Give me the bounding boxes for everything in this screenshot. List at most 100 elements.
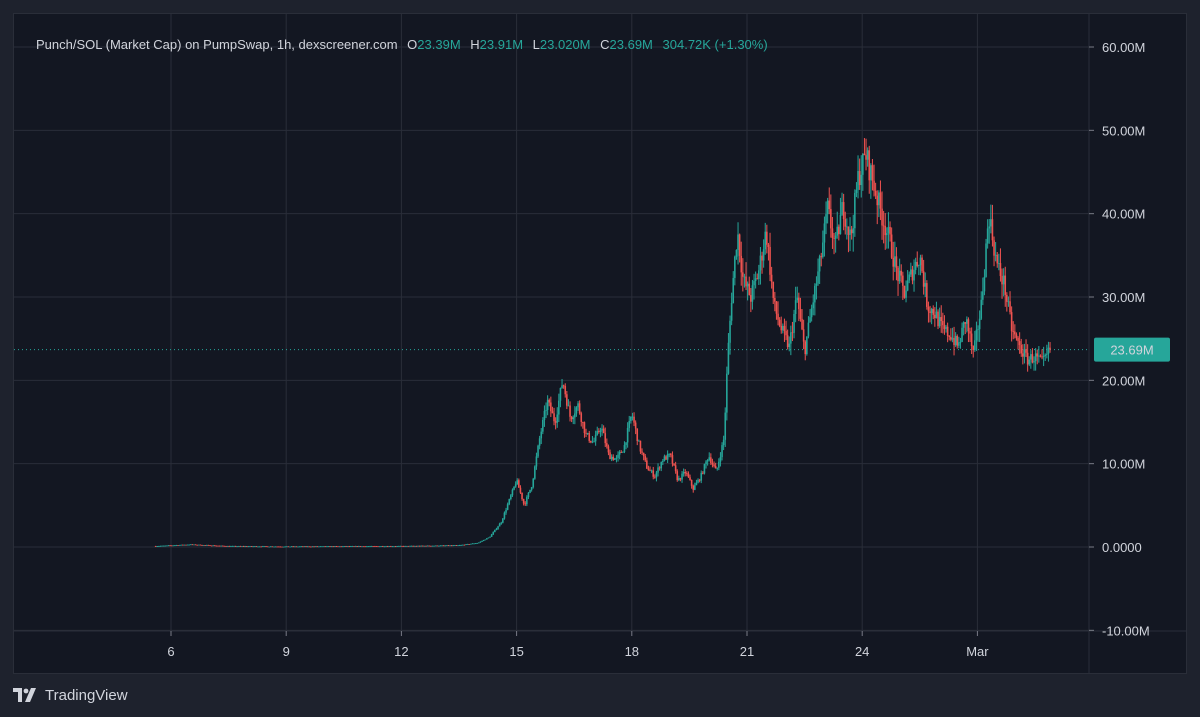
candle	[690, 479, 693, 489]
candle	[418, 545, 421, 547]
candle	[855, 182, 858, 198]
candle	[415, 545, 418, 547]
candle	[199, 544, 202, 546]
candle	[676, 469, 679, 482]
candle	[239, 545, 242, 547]
candle	[740, 241, 743, 286]
chart-frame[interactable]: 60.00M 50.00M 40.00M 30.00M 20.00M 10.00M 0.00…	[13, 13, 1187, 674]
candle	[188, 544, 191, 546]
candle	[190, 544, 192, 546]
candle	[930, 307, 933, 325]
candle	[194, 544, 197, 546]
candle	[250, 546, 253, 547]
candle	[340, 546, 343, 548]
candle	[500, 521, 503, 525]
candle	[847, 226, 850, 253]
candle	[465, 544, 467, 546]
tradingview-brand[interactable]: TradingView	[13, 683, 128, 707]
time-tick-label: 15	[509, 644, 523, 659]
candle	[705, 460, 707, 469]
candle	[668, 453, 671, 458]
candle	[1038, 346, 1040, 363]
candle	[468, 543, 471, 545]
price-chart[interactable]: 60.00M 50.00M 40.00M 30.00M 20.00M 10.00M 0.00…	[14, 14, 1186, 673]
candle	[839, 197, 842, 235]
candle	[455, 545, 458, 547]
candle	[609, 449, 611, 460]
candle	[889, 221, 891, 242]
price-tick-label: 10.00M	[1102, 457, 1145, 472]
time-tick-label: Mar	[966, 644, 989, 659]
candle	[474, 543, 477, 545]
candle	[316, 546, 319, 548]
price-axis[interactable]: 60.00M 50.00M 40.00M 30.00M 20.00M 10.00M 0.00…	[1089, 40, 1150, 638]
candle	[828, 187, 831, 215]
candle	[351, 545, 354, 547]
candle	[457, 545, 459, 547]
candle	[1022, 344, 1024, 365]
candle	[614, 457, 616, 461]
time-axis[interactable]: 6 9 12 15 18 21 24 Mar	[167, 631, 989, 659]
candle	[489, 536, 491, 538]
candle	[444, 545, 447, 547]
candle	[916, 251, 919, 268]
close-label: C	[600, 37, 610, 52]
candle	[273, 546, 275, 548]
candle	[954, 332, 957, 347]
candle	[295, 546, 298, 548]
candle	[618, 450, 621, 460]
candle	[822, 230, 824, 259]
candle	[522, 498, 525, 506]
candle	[441, 545, 443, 547]
candle	[887, 212, 890, 249]
candle	[458, 544, 461, 546]
candle	[959, 337, 962, 349]
candle	[551, 406, 554, 414]
candle	[1007, 296, 1010, 307]
candle	[905, 280, 907, 303]
candle	[857, 155, 859, 199]
candle	[532, 477, 535, 489]
candle	[790, 325, 792, 356]
candle	[439, 545, 442, 547]
candle	[521, 492, 523, 501]
candle	[1014, 324, 1016, 339]
candle	[177, 545, 179, 546]
candle	[886, 227, 888, 249]
candle	[236, 546, 239, 548]
candle	[732, 271, 735, 304]
candle	[159, 545, 162, 547]
candle	[535, 452, 538, 470]
candle	[673, 463, 675, 466]
candle	[386, 545, 389, 548]
candle	[962, 321, 965, 336]
candle	[634, 420, 637, 435]
candle	[974, 330, 976, 352]
candle	[279, 546, 282, 548]
price-tick-label: 60.00M	[1102, 40, 1145, 55]
candle	[271, 546, 274, 548]
candle	[345, 545, 347, 548]
candle	[554, 417, 557, 430]
candle	[191, 544, 194, 546]
candle	[849, 217, 851, 252]
candle	[772, 281, 775, 304]
candle	[289, 546, 291, 548]
candle	[516, 478, 519, 485]
candle	[321, 546, 323, 548]
candle	[778, 317, 781, 328]
candle	[606, 438, 608, 449]
candle	[558, 393, 560, 423]
candle	[242, 545, 245, 547]
candle	[398, 545, 400, 547]
candle	[806, 336, 808, 356]
candle	[478, 542, 480, 544]
candle	[655, 470, 658, 482]
candle	[729, 315, 731, 355]
candle	[366, 546, 368, 548]
candle	[697, 478, 699, 484]
candle	[898, 258, 901, 284]
candle	[865, 138, 867, 171]
candle	[684, 469, 687, 477]
candle	[950, 328, 952, 342]
